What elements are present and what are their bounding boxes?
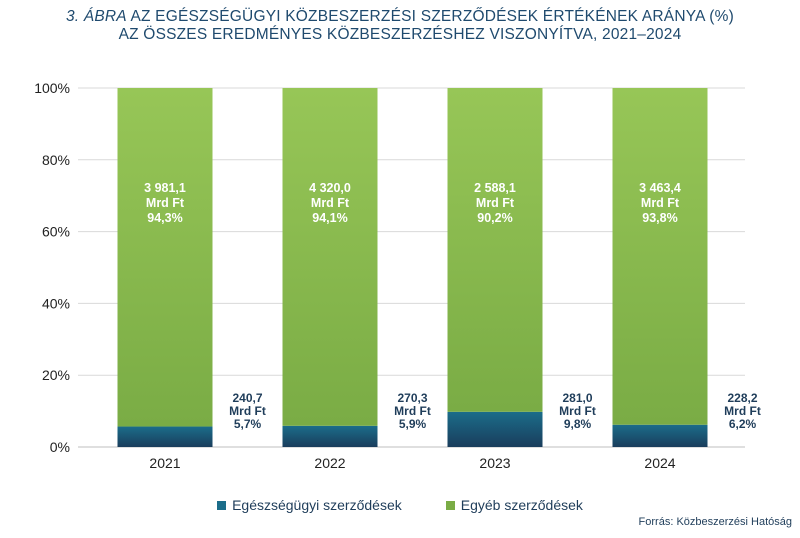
y-tick-label: 40% [42,295,70,311]
data-label-health: Mrd Ft [724,404,761,418]
x-tick-label: 2021 [149,455,180,471]
bar-health-2021 [117,426,213,447]
legend-item-other: Egyéb szerződések [445,497,583,513]
y-tick-label: 100% [34,80,70,96]
data-label-health: Mrd Ft [394,404,431,418]
data-label-health: 270,3 [397,391,427,405]
bar-health-2024 [612,424,708,447]
x-tick-label: 2023 [479,455,510,471]
legend-item-health: Egészségügyi szerződések [217,497,402,513]
figure-label: 3. ÁBRA [65,8,127,25]
bar-other-2024 [612,88,708,425]
legend: Egészségügyi szerződések Egyéb szerződés… [0,497,800,513]
title-text: AZ EGÉSZSÉGÜGYI KÖZBESZERZÉSI SZERZŐDÉSE… [130,8,735,25]
data-label-other: 94,3% [147,211,182,225]
legend-swatch-other [445,500,455,510]
data-label-other: Mrd Ft [311,196,350,210]
title-line-1: 3. ÁBRA AZ EGÉSZSÉGÜGYI KÖZBESZERZÉSI SZ… [0,8,800,26]
x-tick-label: 2024 [644,455,675,471]
y-tick-label: 20% [42,367,70,383]
data-label-other: Mrd Ft [146,196,185,210]
y-tick-label: 80% [42,152,70,168]
data-label-other: 3 981,1 [144,181,186,195]
data-label-other: 3 463,4 [639,181,681,195]
data-label-health: Mrd Ft [229,404,266,418]
title-line-2: AZ ÖSSZES EREDMÉNYES KÖZBESZERZÉSHEZ VIS… [118,26,682,43]
y-tick-label: 0% [50,439,70,455]
data-label-other: Mrd Ft [476,196,515,210]
y-tick-label: 60% [42,224,70,240]
legend-swatch-health [217,500,227,510]
source-note: Forrás: Közbeszerzési Hatóság [638,516,792,528]
data-label-other: 4 320,0 [309,181,351,195]
data-label-other: 90,2% [477,211,512,225]
data-label-health: 6,2% [729,417,757,431]
data-label-health: 5,9% [399,417,427,431]
legend-label-other: Egyéb szerződések [460,497,583,513]
bar-other-2022 [282,88,378,426]
chart-title: 3. ÁBRA AZ EGÉSZSÉGÜGYI KÖZBESZERZÉSI SZ… [0,8,800,44]
data-label-health: 5,7% [234,417,262,431]
data-label-health: 281,0 [562,391,592,405]
data-label-other: 2 588,1 [474,181,516,195]
data-label-other: 94,1% [312,211,347,225]
bar-health-2023 [447,411,543,447]
data-label-other: 93,8% [642,211,677,225]
data-label-health: 228,2 [727,391,757,405]
data-label-health: Mrd Ft [559,404,596,418]
legend-label-health: Egészségügyi szerződések [232,497,402,513]
data-label-other: Mrd Ft [641,196,680,210]
bar-other-2021 [117,88,213,427]
bar-health-2022 [282,425,378,447]
data-label-health: 240,7 [232,391,262,405]
x-tick-label: 2022 [314,455,345,471]
bar-other-2023 [447,88,543,412]
data-label-health: 9,8% [564,417,592,431]
